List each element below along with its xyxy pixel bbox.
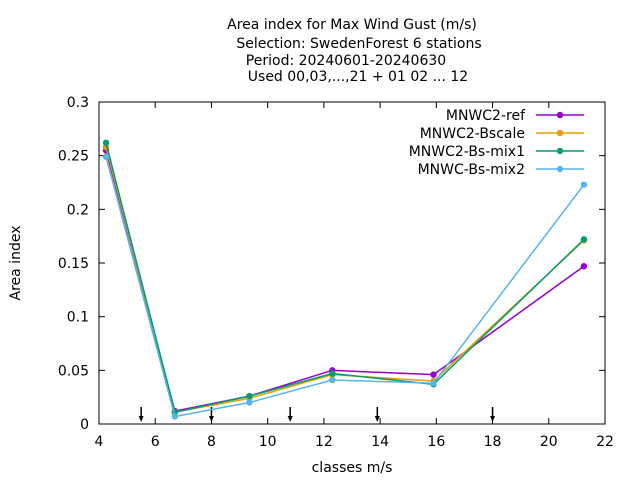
data-point [102,153,110,160]
y-tick-label: 0.15 [58,256,89,272]
arrow-marker [138,407,144,422]
series-MNWC-Bs-mix2 [102,153,588,420]
x-tick-label: 6 [151,434,160,450]
arrow-marker [490,407,496,422]
legend-entry: MNWC2-Bs-mix1 [409,144,584,160]
y-axis-label: Area index [8,226,24,301]
x-tick-label: 4 [95,434,104,450]
legend-marker [556,111,564,119]
x-tick-label: 22 [596,434,614,450]
data-point [246,399,253,406]
title-line-1: Area index for Max Wind Gust (m/s) [227,17,477,33]
series-line [105,142,585,414]
y-tick-label: 0 [80,417,89,433]
legend: MNWC2-ref MNWC2-Bscale MNWC2-Bs-mix1 MNWC-B… [409,108,584,178]
data-point [171,413,179,420]
series-lines [102,139,588,420]
arrow-markers [138,407,496,422]
chart-title: Area index for Max Wind Gust (m/s) Selec… [227,17,481,85]
x-axis-label: classes m/s [312,460,393,476]
legend-marker [556,165,564,173]
x-axis: 4 6 8 10 12 14 16 18 20 22 [95,102,614,450]
series-MNWC2-Bs-mix1 [102,139,588,416]
data-point [430,380,437,387]
title-line-2: Selection: SwedenForest 6 stations [236,36,481,52]
data-point [430,371,437,378]
x-tick-label: 12 [315,434,333,450]
x-tick-label: 14 [371,434,389,450]
data-point [102,139,110,146]
arrow-marker [287,407,293,422]
x-tick-label: 18 [484,434,502,450]
legend-label: MNWC2-Bscale [420,126,525,142]
x-tick-label: 8 [207,434,216,450]
y-tick-label: 0.3 [67,95,89,111]
title-line-4: Used 00,03,...,21 + 01 02 ... 12 [248,69,468,85]
x-tick-label: 16 [427,434,445,450]
legend-label: MNWC2-Bs-mix1 [409,144,525,160]
legend-entry: MNWC-Bs-mix2 [418,162,584,178]
data-point [329,370,336,377]
series-line [105,150,585,412]
y-tick-label: 0.05 [58,363,89,379]
legend-entry: MNWC2-ref [446,108,584,124]
title-line-3: Period: 20240601-20240630 [246,53,446,69]
data-point [580,236,588,243]
legend-marker [556,129,564,137]
legend-marker [556,147,564,155]
y-tick-label: 0.2 [67,202,89,218]
series-line [105,156,585,418]
x-tick-label: 20 [540,434,558,450]
y-axis: 0 0.05 0.1 0.15 0.2 0.25 0.3 [58,95,605,433]
legend-label: MNWC2-ref [446,108,526,124]
y-tick-label: 0.1 [67,310,89,326]
data-point [580,263,588,270]
x-tick-label: 10 [259,434,277,450]
data-point [246,392,253,400]
legend-entry: MNWC2-Bscale [420,126,584,142]
data-point [580,181,588,188]
arrow-marker [374,407,380,422]
data-point [329,376,336,384]
y-tick-label: 0.25 [58,149,89,165]
legend-label: MNWC-Bs-mix2 [418,162,525,178]
